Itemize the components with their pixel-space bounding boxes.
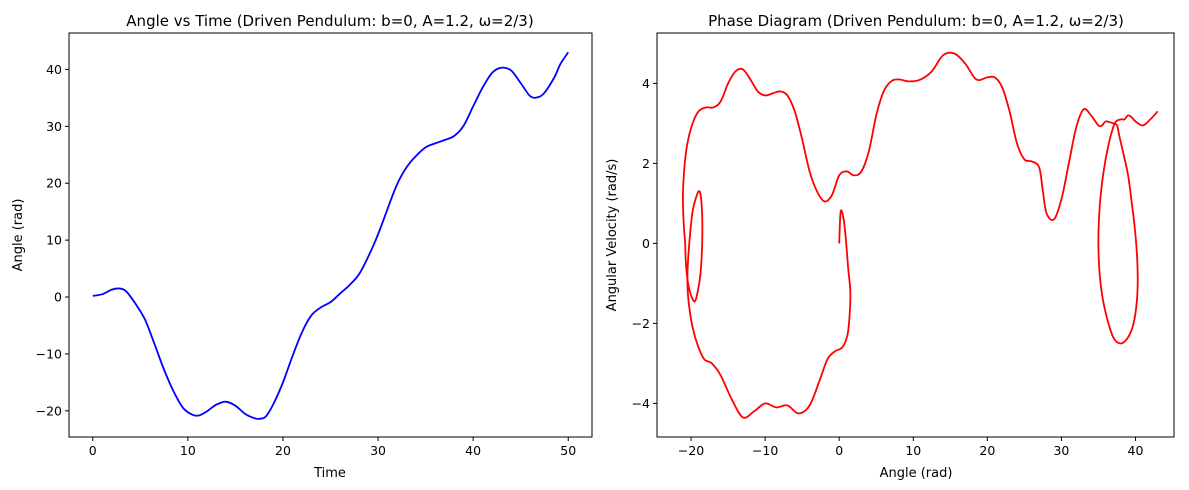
x-tick-label: 0 — [89, 443, 97, 458]
chart-title: Phase Diagram (Driven Pendulum: b=0, A=1… — [708, 12, 1124, 30]
x-tick-label: 10 — [180, 443, 196, 458]
y-tick-label: 0 — [54, 290, 62, 305]
y-tick-label: 20 — [46, 176, 62, 191]
y-tick-label: −10 — [36, 346, 62, 361]
y-tick-label: 30 — [46, 119, 62, 134]
y-tick-label: 2 — [642, 156, 650, 171]
x-tick-label: 10 — [905, 443, 921, 458]
series-line — [681, 51, 1159, 419]
y-axis-label: Angle (rad) — [11, 199, 26, 272]
x-tick-label: −20 — [678, 443, 704, 458]
x-tick-label: −10 — [752, 443, 778, 458]
x-tick-label: 50 — [560, 443, 576, 458]
y-tick-label: 10 — [46, 233, 62, 248]
x-tick-label: 40 — [1128, 443, 1144, 458]
y-tick-label: 0 — [642, 236, 650, 251]
y-tick-label: −2 — [632, 316, 650, 331]
x-tick-label: 0 — [835, 443, 843, 458]
chart-title: Angle vs Time (Driven Pendulum: b=0, A=1… — [126, 12, 533, 30]
axes-frame — [656, 32, 1175, 438]
y-axis-label: Angular Velocity (rad/s) — [605, 159, 620, 312]
x-tick-label: 20 — [979, 443, 995, 458]
x-tick-label: 20 — [275, 443, 291, 458]
x-tick-label: 40 — [465, 443, 481, 458]
x-axis-label: Angle (rad) — [880, 466, 953, 481]
y-tick-label: −20 — [36, 403, 62, 418]
y-tick-label: −4 — [632, 396, 650, 411]
series-line — [92, 51, 569, 420]
x-tick-label: 30 — [1053, 443, 1069, 458]
x-tick-label: 30 — [370, 443, 386, 458]
y-tick-label: 40 — [46, 62, 62, 77]
axes-frame — [68, 32, 593, 438]
chart-left: Angle vs Time (Driven Pendulum: b=0, A=1… — [11, 12, 593, 481]
chart-right: Phase Diagram (Driven Pendulum: b=0, A=1… — [605, 12, 1175, 481]
x-axis-label: Time — [313, 466, 346, 481]
plot-area: 0 10 20 30 40 50 −20 −10 0 10 20 30 40 — [36, 51, 576, 458]
y-tick-label: 4 — [642, 76, 650, 91]
